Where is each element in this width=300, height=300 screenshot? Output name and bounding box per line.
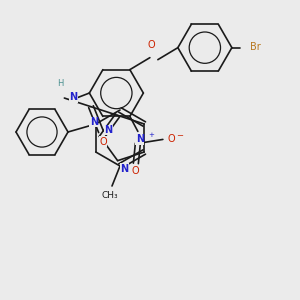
Text: H: H (57, 79, 64, 88)
Text: −: − (176, 131, 183, 140)
Text: N: N (104, 125, 112, 135)
Text: N: N (69, 92, 77, 102)
Text: CH₃: CH₃ (102, 191, 118, 200)
Text: N: N (90, 117, 98, 127)
Text: N: N (136, 134, 144, 144)
Text: N: N (121, 164, 129, 174)
Text: O: O (168, 134, 176, 144)
Text: O: O (131, 167, 139, 176)
Text: O: O (99, 137, 107, 147)
Text: +: + (148, 132, 154, 138)
Text: O: O (147, 40, 155, 50)
Text: Br: Br (250, 42, 261, 52)
